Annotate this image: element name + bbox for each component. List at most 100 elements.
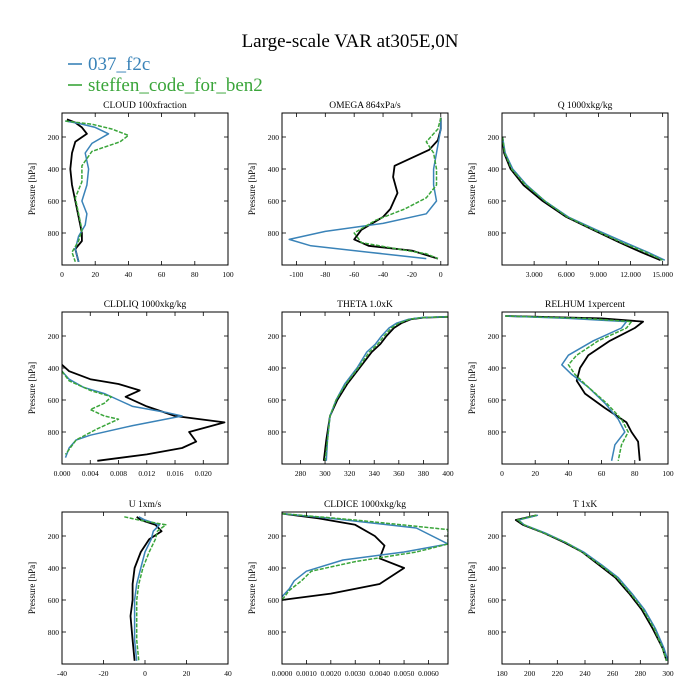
- x-tick-label: -40: [378, 270, 388, 279]
- y-tick-label: 600: [268, 197, 280, 206]
- series-group: [502, 136, 666, 262]
- x-tick-label: 0.020: [195, 469, 212, 478]
- x-tick-label: -40: [57, 669, 67, 678]
- y-axis-label: Pressure [hPa]: [467, 163, 477, 215]
- x-tick-label: 0.008: [110, 469, 127, 478]
- x-tick-label: 40: [125, 270, 133, 279]
- plot-frame: [61, 112, 229, 266]
- panel-title: OMEGA 864xPa/s: [329, 101, 401, 111]
- y-tick-label: 400: [48, 165, 60, 174]
- x-tick-label: -20: [99, 669, 109, 678]
- y-tick-label: 200: [488, 532, 500, 541]
- x-tick-label: 0: [500, 469, 504, 478]
- x-tick-label: 280: [295, 469, 307, 478]
- x-tick-label: 3.000: [526, 270, 543, 279]
- series-line-blue: [282, 512, 448, 598]
- series-line-green: [505, 315, 633, 461]
- y-axis-label: Pressure [hPa]: [247, 163, 257, 215]
- panel-title: Q 1000xkg/kg: [558, 101, 613, 111]
- y-tick-label: 800: [488, 229, 500, 238]
- y-tick-label: 400: [48, 364, 60, 373]
- x-tick-label: 0.0060: [418, 669, 439, 678]
- x-tick-label: 0.016: [167, 469, 184, 478]
- series-group: [65, 118, 130, 263]
- x-tick-label: 400: [442, 469, 454, 478]
- panel: OMEGA 864xPa/s Pressure [hPa] -100 -80 -60 -4…: [247, 101, 449, 279]
- x-tick-label: 0.0020: [321, 669, 342, 678]
- x-tick-label: 0: [143, 669, 147, 678]
- series-line-blue: [288, 117, 442, 260]
- series-line-black: [66, 118, 88, 263]
- plot-frame: [281, 511, 449, 665]
- series-line-blue: [62, 370, 183, 458]
- y-axis-label: Pressure [hPa]: [27, 562, 37, 614]
- x-tick-label: 360: [393, 469, 405, 478]
- series-line-black: [505, 315, 644, 461]
- x-tick-label: 0.0050: [394, 669, 415, 678]
- y-tick-label: 200: [268, 332, 280, 341]
- panel-title: CLDLIQ 1000xkg/kg: [104, 300, 187, 310]
- x-tick-label: 280: [635, 669, 647, 678]
- legend-label-steffen: steffen_code_for_ben2: [88, 75, 263, 96]
- y-tick-label: 800: [268, 628, 280, 637]
- y-tick-label: 600: [268, 396, 280, 405]
- series-group: [288, 117, 442, 260]
- x-tick-label: 300: [662, 669, 674, 678]
- panel: RELHUM 1xpercent Pressure [hPa] 0 20 40 60 80 1…: [467, 300, 674, 478]
- x-tick-label: 80: [631, 469, 639, 478]
- legend: 037_f2c steffen_code_for_ben2: [68, 54, 263, 96]
- x-tick-label: 340: [369, 469, 381, 478]
- x-tick-label: 0: [60, 270, 64, 279]
- y-tick-label: 600: [488, 596, 500, 605]
- series-line-black: [514, 514, 668, 662]
- series-line-black: [353, 117, 442, 260]
- series-line-green: [65, 120, 130, 263]
- panel-title: CLOUD 100xfraction: [103, 100, 187, 111]
- x-tick-label: 0.004: [82, 469, 99, 478]
- y-tick-label: 400: [268, 364, 280, 373]
- x-tick-label: -80: [320, 270, 330, 279]
- panel-title: U 1xm/s: [129, 500, 162, 510]
- plot-frame: [501, 112, 669, 266]
- x-tick-label: 60: [158, 270, 166, 279]
- panels: CLOUD 100xfraction Pressure [hPa] 0 20 40 60 8…: [27, 100, 674, 678]
- y-tick-label: 800: [488, 628, 500, 637]
- x-tick-label: 0.0010: [296, 669, 317, 678]
- series-group: [62, 364, 226, 462]
- y-tick-label: 600: [48, 596, 60, 605]
- panel-title: THETA 1.0xK: [337, 300, 393, 310]
- y-tick-label: 800: [48, 229, 60, 238]
- plot-frame: [281, 112, 449, 266]
- y-tick-label: 800: [48, 428, 60, 437]
- y-tick-label: 600: [488, 197, 500, 206]
- x-tick-label: 220: [552, 669, 564, 678]
- series-line-blue: [505, 315, 628, 461]
- y-axis-label: Pressure [hPa]: [27, 163, 37, 215]
- x-tick-label: 0.0000: [272, 669, 293, 678]
- y-tick-label: 400: [488, 564, 500, 573]
- panel: CLDLIQ 1000xkg/kg Pressure [hPa] 0.000 0.00…: [27, 300, 229, 478]
- y-axis-label: Pressure [hPa]: [247, 562, 257, 614]
- x-tick-label: -60: [349, 270, 359, 279]
- x-tick-label: 0: [439, 270, 443, 279]
- x-tick-label: 200: [524, 669, 536, 678]
- x-tick-label: 20: [91, 270, 99, 279]
- y-tick-label: 400: [268, 564, 280, 573]
- y-tick-label: 800: [488, 428, 500, 437]
- x-tick-label: -100: [290, 270, 304, 279]
- y-tick-label: 400: [48, 564, 60, 573]
- y-tick-label: 200: [488, 133, 500, 142]
- y-tick-label: 200: [488, 332, 500, 341]
- y-tick-label: 600: [48, 396, 60, 405]
- y-tick-label: 600: [268, 596, 280, 605]
- series-group: [505, 315, 644, 461]
- y-tick-label: 200: [48, 332, 60, 341]
- panel: THETA 1.0xK 280 300 320 340 360 380 400 200 400 60…: [268, 300, 454, 478]
- y-tick-label: 200: [48, 532, 60, 541]
- y-tick-label: 200: [268, 133, 280, 142]
- x-tick-label: -20: [407, 270, 417, 279]
- x-tick-label: 0.012: [138, 469, 155, 478]
- x-tick-label: 20: [531, 469, 539, 478]
